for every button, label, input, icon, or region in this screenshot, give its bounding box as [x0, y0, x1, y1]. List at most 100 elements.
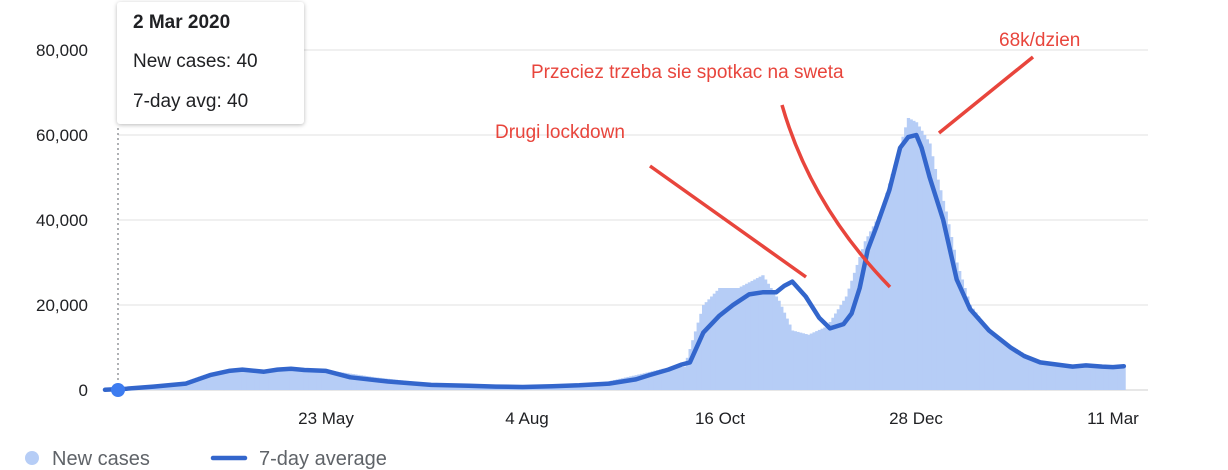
- new-cases-bar: [1044, 362, 1048, 391]
- new-cases-bar: [219, 371, 223, 390]
- new-cases-bar: [400, 380, 404, 390]
- new-cases-bar: [1117, 365, 1121, 390]
- new-cases-bar: [807, 334, 811, 390]
- annotation-lockdown: Drugi lockdown: [495, 122, 625, 143]
- new-cases-bar: [1068, 365, 1072, 390]
- new-cases-bar: [386, 378, 390, 390]
- new-cases-bar: [1003, 342, 1008, 390]
- new-cases-bar: [208, 373, 213, 390]
- tooltip-date: 2 Mar 2020: [133, 12, 231, 33]
- new-cases-bar: [629, 376, 633, 390]
- new-cases-bar: [761, 275, 765, 390]
- new-cases-bar: [567, 385, 571, 390]
- new-cases-bar: [701, 305, 706, 390]
- new-cases-bar: [206, 373, 210, 390]
- new-cases-bar: [197, 376, 202, 390]
- new-cases-bar: [726, 288, 730, 390]
- new-cases-bar: [718, 288, 722, 390]
- new-cases-bar: [330, 370, 334, 391]
- new-cases-bar: [1049, 363, 1053, 390]
- annotation-peak: 68k/dzien: [999, 30, 1080, 51]
- new-cases-bar: [289, 368, 293, 390]
- new-cases-bar: [332, 371, 337, 390]
- new-cases-bar: [370, 376, 374, 390]
- new-cases-bar: [1036, 360, 1040, 390]
- new-cases-bar: [842, 300, 846, 390]
- new-cases-bar: [1030, 358, 1035, 390]
- new-cases-bar: [804, 334, 808, 390]
- new-cases-bar: [1065, 364, 1070, 390]
- new-cases-bar: [241, 369, 245, 390]
- new-cases-bar: [227, 370, 231, 390]
- new-cases-bar: [963, 288, 967, 390]
- new-cases-bar: [1041, 361, 1045, 390]
- legend-average-label: 7-day average: [259, 448, 387, 470]
- new-cases-bar: [933, 169, 938, 390]
- new-cases-bar: [1052, 363, 1056, 390]
- new-cases-bar: [362, 375, 366, 390]
- new-cases-bar: [254, 370, 258, 390]
- hover-point[interactable]: [111, 383, 125, 397]
- new-cases-bar: [1038, 361, 1043, 390]
- new-cases-bar: [817, 329, 822, 390]
- new-cases-bar: [284, 369, 288, 390]
- new-cases-bar: [564, 386, 568, 390]
- new-cases-bar: [561, 386, 566, 390]
- new-cases-bar: [871, 226, 876, 391]
- new-cases-bar: [931, 156, 935, 390]
- new-cases-bar: [343, 372, 347, 390]
- new-cases-bar: [292, 368, 296, 390]
- new-cases-bar: [596, 383, 601, 391]
- new-cases-bar: [235, 368, 240, 390]
- new-cases-bar: [728, 288, 733, 390]
- new-cases-bar: [839, 305, 843, 390]
- new-cases-bar: [251, 369, 256, 390]
- new-cases-bar: [850, 280, 854, 390]
- new-cases-bar: [896, 155, 900, 390]
- new-cases-bar: [844, 296, 849, 390]
- new-cases-bars: [103, 118, 1126, 391]
- new-cases-bar: [599, 383, 603, 390]
- new-cases-bar: [187, 380, 191, 390]
- new-cases-bar: [305, 369, 310, 390]
- new-cases-bar: [410, 381, 415, 390]
- new-cases-bar: [812, 332, 816, 390]
- seven-day-average-line: [102, 132, 1127, 393]
- new-cases-bar: [324, 370, 328, 390]
- new-cases-bar: [836, 309, 841, 390]
- new-cases-bar: [586, 384, 590, 390]
- new-cases-bar: [696, 322, 700, 390]
- new-cases-bar: [588, 384, 593, 390]
- new-cases-bar: [375, 377, 380, 390]
- new-cases-bar: [249, 369, 253, 390]
- new-cases-bar: [1060, 364, 1064, 390]
- new-cases-bar: [658, 369, 663, 390]
- new-cases-bar: [763, 279, 768, 390]
- new-cases-bar: [1103, 366, 1107, 390]
- new-cases-bar: [246, 369, 250, 390]
- new-cases-bar: [319, 370, 323, 390]
- y-tick-label: 40,000: [36, 211, 88, 230]
- annotation-arrow-peak: [937, 55, 1035, 135]
- x-tick-label: 4 Aug: [505, 409, 549, 428]
- new-cases-bar: [823, 327, 827, 390]
- new-cases-bar: [710, 296, 714, 390]
- new-cases-bar: [373, 377, 377, 390]
- new-cases-bar: [715, 290, 719, 390]
- new-cases-bar: [1006, 344, 1010, 390]
- new-cases-bar: [621, 378, 625, 390]
- new-cases-bar: [758, 276, 762, 390]
- new-cases-bar: [1111, 365, 1115, 390]
- new-cases-bar: [615, 379, 620, 391]
- new-cases-bar: [1079, 365, 1083, 390]
- new-cases-bar: [270, 370, 275, 390]
- new-cases-bar: [338, 372, 342, 390]
- new-cases-bar: [1087, 366, 1091, 390]
- new-cases-bar: [222, 370, 226, 391]
- new-cases-bar: [877, 216, 881, 390]
- new-cases-bar: [664, 368, 668, 390]
- new-cases-bar: [960, 279, 965, 390]
- new-cases-bar: [1119, 364, 1124, 390]
- new-cases-bar: [766, 283, 770, 390]
- new-cases-bar: [747, 282, 752, 390]
